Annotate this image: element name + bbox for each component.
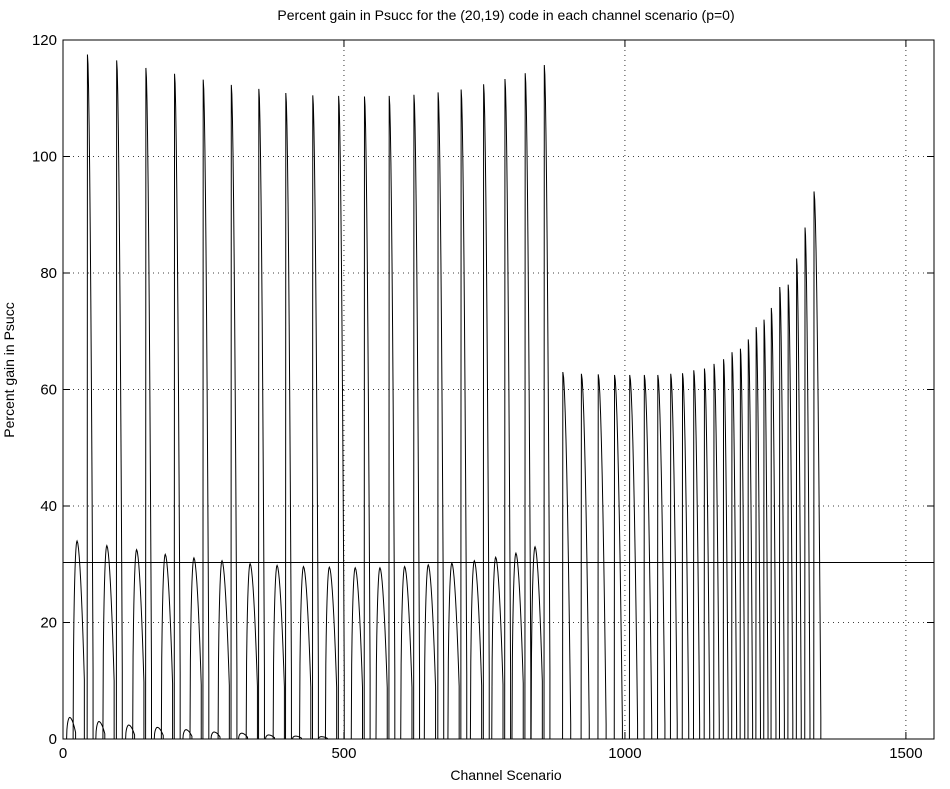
x-tick-label: 500 (331, 745, 356, 762)
x-tick-label: 0 (59, 745, 67, 762)
y-tick-label: 0 (49, 731, 57, 748)
y-tick-label: 100 (32, 149, 57, 166)
y-tick-label: 120 (32, 32, 57, 49)
y-axis-label: Percent gain in Psucc (1, 302, 17, 437)
y-tick-label: 40 (40, 498, 57, 515)
gain-curve (66, 54, 822, 740)
x-tick-label: 1500 (889, 745, 922, 762)
x-tick-label: 1000 (608, 745, 641, 762)
y-tick-label: 60 (40, 382, 57, 399)
grid-lines (63, 39, 934, 739)
tick-labels: 0 500 1000 1500 0 20 40 60 80 100 120 (32, 32, 923, 762)
y-tick-label: 80 (40, 265, 57, 282)
series-lines (63, 54, 934, 740)
y-tick-label: 20 (40, 615, 57, 632)
chart-title: Percent gain in Psucc for the (20,19) co… (277, 7, 734, 23)
x-axis-label: Channel Scenario (450, 767, 562, 783)
